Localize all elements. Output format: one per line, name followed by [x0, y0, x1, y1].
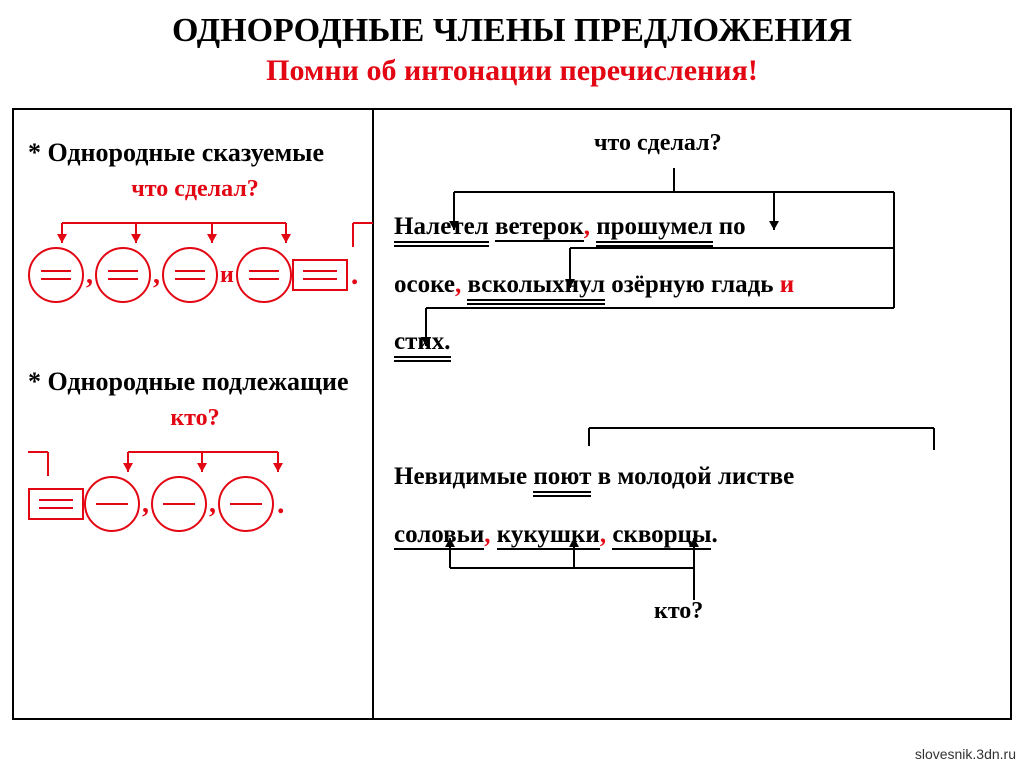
sentence-part: соловьи	[394, 521, 484, 550]
sentence-part: поют	[533, 463, 591, 497]
sentence-part: скворцы	[612, 521, 711, 550]
sentence-part: осоке	[394, 271, 455, 298]
question-ex2: кто?	[654, 598, 703, 625]
sentence-part: ,	[455, 271, 468, 298]
schema-circle	[236, 247, 292, 303]
schema-circle	[151, 476, 207, 532]
page-subtitle: Помни об интонации перечисления!	[0, 54, 1024, 88]
content-grid: * Однородные сказуемые что сделал? ,,и. …	[12, 108, 1012, 720]
sentence-part: ветерок	[495, 213, 584, 242]
sentence-part: ,	[584, 213, 597, 240]
sentence-part: по	[713, 213, 746, 240]
schema-rect	[292, 259, 348, 291]
sentence-part: и	[780, 271, 794, 298]
sentence-part: ,	[484, 521, 497, 548]
question-subjects: кто?	[28, 405, 362, 432]
schema-circle	[162, 247, 218, 303]
right-column: что сделал? Налетел ветерок, прошумел по…	[374, 110, 1010, 718]
schema-circle	[218, 476, 274, 532]
schema-separator: ,	[207, 488, 218, 520]
sentence-part: озёрную гладь	[605, 271, 780, 298]
sentence-part: ,	[600, 521, 613, 548]
question-ex1: что сделал?	[594, 130, 722, 157]
schema-separator: ,	[84, 259, 95, 291]
sentence-ex1: Налетел ветерок, прошумел по осоке, вскол…	[394, 198, 990, 371]
schema-separator: .	[348, 258, 359, 292]
heading-subjects: * Однородные подлежащие	[28, 367, 362, 397]
left-column: * Однородные сказуемые что сделал? ,,и. …	[14, 110, 374, 718]
schema-subjects: ,,.	[28, 436, 362, 546]
schema-separator: .	[274, 487, 285, 521]
sentence-part: прошумел	[596, 213, 712, 247]
sentence-part: .	[711, 521, 717, 548]
heading-predicates: * Однородные сказуемые	[28, 138, 362, 168]
question-predicates: что сделал?	[28, 176, 362, 203]
sentence-part: в молодой листве	[591, 463, 794, 490]
schema-rect	[28, 488, 84, 520]
schema-separator: ,	[140, 488, 151, 520]
sentence-ex2: Невидимые поют в молодой листвесоловьи, …	[394, 448, 990, 563]
sentence-part: Налетел	[394, 213, 489, 247]
schema-circle	[95, 247, 151, 303]
example-2: Невидимые поют в молодой листвесоловьи, …	[394, 420, 990, 650]
example-1: что сделал? Налетел ветерок, прошумел по…	[394, 130, 990, 390]
watermark: slovesnik.3dn.ru	[915, 746, 1016, 762]
sentence-part: стих.	[394, 328, 451, 362]
sentence-part: всколыхнул	[467, 271, 605, 305]
page-title: ОДНОРОДНЫЕ ЧЛЕНЫ ПРЕДЛОЖЕНИЯ	[0, 12, 1024, 50]
sentence-part: кукушки	[497, 521, 600, 550]
schema-separator: ,	[151, 259, 162, 291]
schema-circle	[84, 476, 140, 532]
schema-conjunction: и	[218, 262, 236, 289]
sentence-part: Невидимые	[394, 463, 533, 490]
schema-circle	[28, 247, 84, 303]
schema-predicates: ,, и.	[28, 207, 362, 317]
